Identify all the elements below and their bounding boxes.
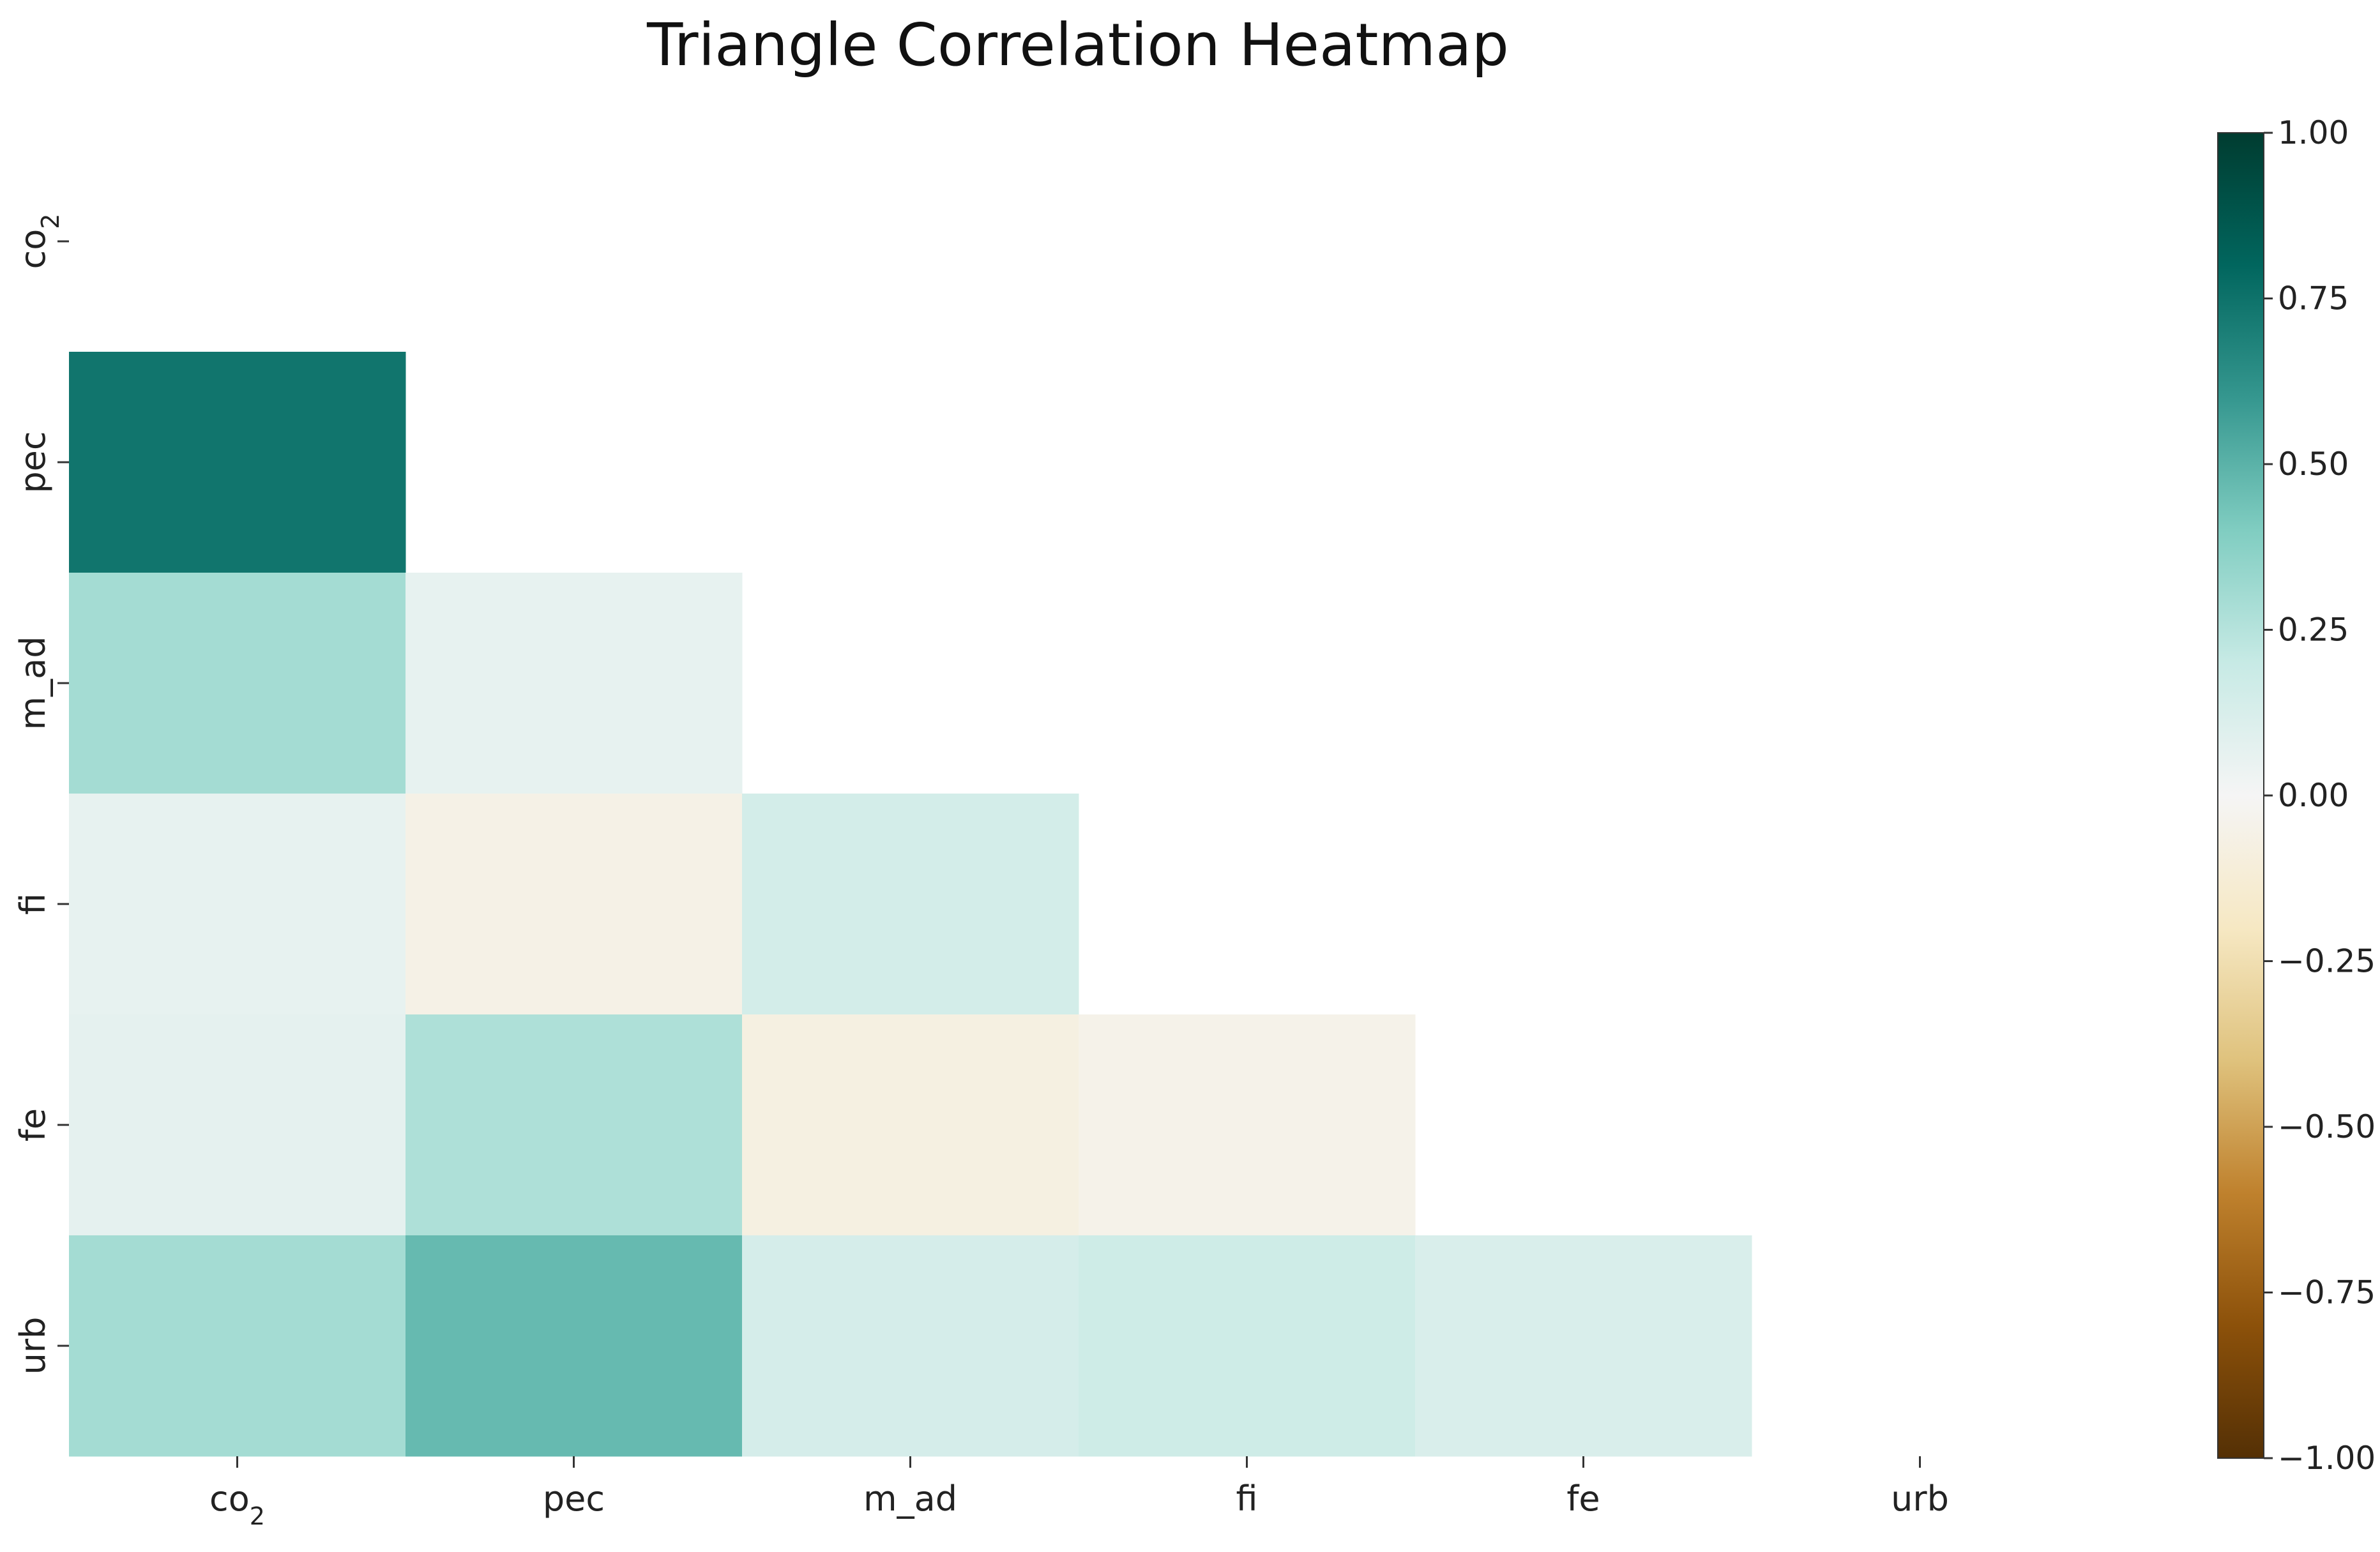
y-tick-label: urb	[13, 1317, 53, 1375]
heatmap-cell-fe-fi	[1079, 1014, 1416, 1236]
x-axis: co2 pec m_ad fi fe urb	[209, 1456, 1949, 1530]
y-tick-label: pec	[13, 431, 53, 493]
heatmap-cell-fe-pec	[406, 1014, 743, 1236]
colorbar-tick-label: −1.00	[2278, 1440, 2376, 1477]
colorbar-tick-label: 1.00	[2278, 114, 2349, 151]
colorbar-tick-label: 0.75	[2278, 280, 2349, 317]
heatmap-cell-fi-co2	[69, 794, 406, 1015]
y-tick-label-subscript: 2	[36, 214, 64, 229]
colorbar-tick-label: −0.25	[2278, 943, 2376, 980]
y-tick-label: fe	[13, 1108, 53, 1141]
heatmap-cell-pec-co2	[69, 352, 406, 573]
heatmap-cell-fe-m_ad	[742, 1014, 1079, 1236]
x-tick-label: fi	[1236, 1479, 1257, 1519]
heatmap-cell-m_ad-pec	[406, 573, 743, 794]
colorbar-ticks: 1.00 0.75 0.50 0.25 0.00 −0.25 −0.50 −0.75 −1.00	[2264, 114, 2376, 1477]
x-tick-label: urb	[1891, 1479, 1949, 1519]
heatmap-cell-fi-pec	[406, 794, 743, 1015]
colorbar-tick-label: −0.50	[2278, 1108, 2376, 1145]
y-tick-label: m_ad	[13, 637, 53, 730]
heatmap-cells	[69, 352, 1752, 1457]
colorbar-tick-label: 0.25	[2278, 612, 2349, 649]
chart-title: Triangle Correlation Heatmap	[646, 11, 1509, 79]
colorbar: 1.00 0.75 0.50 0.25 0.00 −0.25 −0.50 −0.75 −1.00	[2217, 114, 2376, 1477]
colorbar-tick-label: 0.00	[2278, 777, 2349, 814]
heatmap-cell-urb-pec	[406, 1235, 743, 1457]
x-tick-label: fe	[1566, 1479, 1600, 1519]
x-tick-label-subscript: 2	[250, 1502, 265, 1530]
heatmap-cell-m_ad-co2	[69, 573, 406, 794]
colorbar-tick-label: −0.75	[2278, 1274, 2376, 1311]
y-tick-label: fi	[13, 893, 53, 915]
x-tick-label: m_ad	[863, 1479, 957, 1519]
heatmap-cell-urb-fe	[1415, 1235, 1752, 1457]
heatmap-cell-fi-m_ad	[742, 794, 1079, 1015]
colorbar-gradient	[2218, 133, 2264, 1458]
heatmap-cell-fe-co2	[69, 1014, 406, 1236]
heatmap-cell-urb-fi	[1079, 1235, 1416, 1457]
colorbar-tick-label: 0.50	[2278, 446, 2349, 483]
heatmap-cell-urb-co2	[69, 1235, 406, 1457]
heatmap-cell-urb-m_ad	[742, 1235, 1079, 1457]
x-tick-label: pec	[543, 1479, 605, 1519]
x-tick-label: co2	[209, 1479, 265, 1530]
y-tick-label: co2	[13, 214, 64, 269]
